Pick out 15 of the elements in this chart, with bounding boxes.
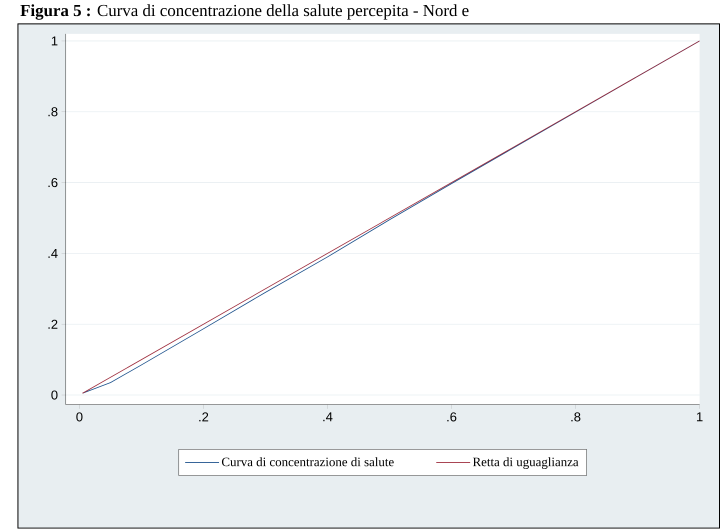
y-tick-label: 0 xyxy=(51,390,58,400)
legend-label: Retta di uguaglianza xyxy=(472,457,578,470)
x-tick-label: .8 xyxy=(571,412,580,422)
y-tick-label: .8 xyxy=(48,107,58,117)
x-tick-label: 0 xyxy=(76,412,83,422)
x-tick-label: .4 xyxy=(323,412,332,422)
x-tick-label: .6 xyxy=(447,412,456,422)
y-tick-label: .2 xyxy=(48,320,58,329)
legend-label: Curva di concentrazione di salute xyxy=(222,457,394,466)
y-tick-label: .6 xyxy=(48,178,58,188)
x-tick-label: 1 xyxy=(696,412,703,422)
y-tick-label: 1 xyxy=(52,36,58,46)
x-tick-label: .2 xyxy=(199,412,208,422)
y-tick-label: .4 xyxy=(48,249,58,258)
chart-title: Figura 5 : Curva di concentrazione della salute percepita - Nord e xyxy=(20,4,469,20)
